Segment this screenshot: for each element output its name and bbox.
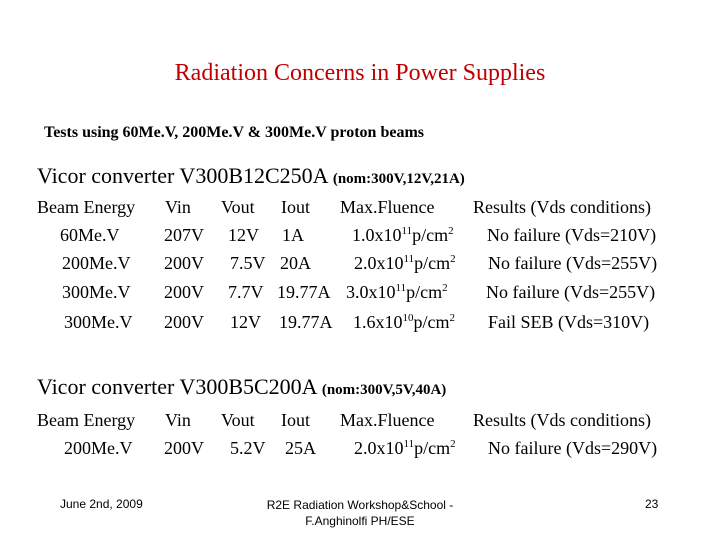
table-row-4-fluence: 1.6x1010p/cm2 bbox=[353, 312, 455, 332]
table-2-row-1-vin: 200V bbox=[164, 438, 204, 458]
header-beam-energy: Beam Energy bbox=[37, 197, 136, 217]
section-2-nominal: (nom:300V,5V,40A) bbox=[321, 382, 447, 398]
table-2-row-1-result: No failure (Vds=290V) bbox=[488, 438, 658, 458]
table-row-2-fluence: 2.0x1011p/cm2 bbox=[354, 253, 456, 273]
table-row-3-iout: 19.77A bbox=[277, 282, 331, 302]
table-row-1-iout: 1A bbox=[282, 225, 304, 245]
table-2-row-1-beam: 200Me.V bbox=[64, 438, 133, 458]
section-1-nominal: (nom:300V,12V,21A) bbox=[332, 171, 465, 187]
table-row-3-vout: 7.7V bbox=[228, 282, 264, 302]
table-row-1-result: No failure (Vds=210V) bbox=[487, 225, 657, 245]
header-iout: Iout bbox=[281, 197, 310, 217]
header-vout: Vout bbox=[221, 197, 255, 217]
header-results: Results (Vds conditions) bbox=[473, 197, 651, 217]
footer-event: R2E Radiation Workshop&School - F.Anghin… bbox=[266, 498, 454, 528]
table-row-3-beam: 300Me.V bbox=[62, 282, 131, 302]
section-2-name: Vicor converter V300B5C200A bbox=[37, 374, 317, 399]
section-1-title: Vicor converter V300B12C250A (nom:300V,1… bbox=[37, 163, 465, 189]
table-row-4-beam: 300Me.V bbox=[64, 312, 133, 332]
table-row-1-vout: 12V bbox=[228, 225, 259, 245]
table-row-3-fluence: 3.0x1011p/cm2 bbox=[346, 282, 448, 302]
header-2-results: Results (Vds conditions) bbox=[473, 410, 651, 430]
table-2-row-1-vout: 5.2V bbox=[230, 438, 266, 458]
table-row-1-beam: 60Me.V bbox=[60, 225, 120, 245]
table-row-4-iout: 19.77A bbox=[279, 312, 333, 332]
header-2-max-fluence: Max.Fluence bbox=[340, 410, 435, 430]
header-2-vout: Vout bbox=[221, 410, 255, 430]
slide-title: Radiation Concerns in Power Supplies bbox=[174, 60, 546, 86]
table-row-2-vout: 7.5V bbox=[230, 253, 266, 273]
table-row-4-result: Fail SEB (Vds=310V) bbox=[488, 312, 650, 332]
table-row-4-vin: 200V bbox=[164, 312, 204, 332]
table-row-1-fluence: 1.0x1011p/cm2 bbox=[352, 225, 454, 245]
table-row-3-result: No failure (Vds=255V) bbox=[486, 282, 656, 302]
table-row-2-vin: 200V bbox=[164, 253, 204, 273]
section-2-title: Vicor converter V300B5C200A (nom:300V,5V… bbox=[37, 374, 446, 400]
table-2-row-1-iout: 25A bbox=[285, 438, 316, 458]
header-max-fluence: Max.Fluence bbox=[340, 197, 435, 217]
table-2-row-1-fluence: 2.0x1011p/cm2 bbox=[354, 438, 456, 458]
section-1-name: Vicor converter V300B12C250A bbox=[37, 163, 328, 188]
header-2-iout: Iout bbox=[281, 410, 310, 430]
table-row-2-result: No failure (Vds=255V) bbox=[488, 253, 658, 273]
table-row-3-vin: 200V bbox=[164, 282, 204, 302]
header-2-beam-energy: Beam Energy bbox=[37, 410, 136, 430]
footer-page-number: 23 bbox=[645, 497, 659, 511]
table-row-1-vin: 207V bbox=[164, 225, 204, 245]
table-row-4-vout: 12V bbox=[230, 312, 261, 332]
footer-date: June 2nd, 2009 bbox=[60, 497, 143, 511]
slide-subtitle: Tests using 60Me.V, 200Me.V & 300Me.V pr… bbox=[44, 124, 425, 141]
header-vin: Vin bbox=[165, 197, 191, 217]
table-row-2-beam: 200Me.V bbox=[62, 253, 131, 273]
header-2-vin: Vin bbox=[165, 410, 191, 430]
table-row-2-iout: 20A bbox=[280, 253, 311, 273]
